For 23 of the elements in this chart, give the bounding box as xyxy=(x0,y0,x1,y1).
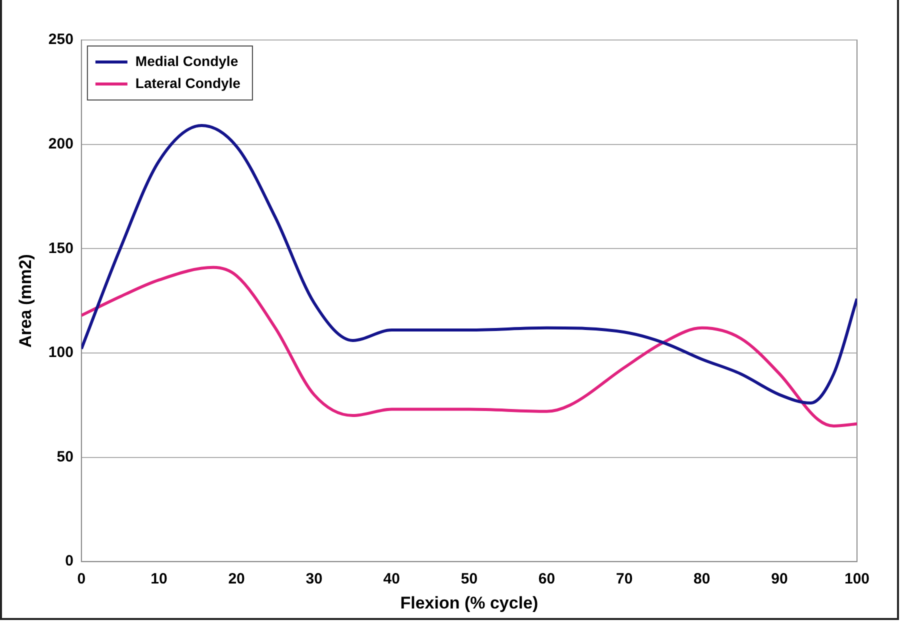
x-tick-label: 0 xyxy=(77,570,86,588)
x-tick-label: 30 xyxy=(306,570,322,588)
x-tick-label: 10 xyxy=(150,570,168,588)
x-tick-label: 70 xyxy=(616,570,633,588)
y-tick-label: 50 xyxy=(56,448,74,466)
y-tick-label: 0 xyxy=(65,552,74,570)
x-tick-label: 50 xyxy=(460,570,478,588)
line-series xyxy=(81,124,857,405)
y-tick-label: 150 xyxy=(48,240,74,257)
y-axis-title: Area (mm2) xyxy=(16,254,35,348)
x-tick-label: 60 xyxy=(538,570,556,588)
x-tick-label: 80 xyxy=(694,570,710,588)
y-tick-label: 250 xyxy=(48,31,74,48)
x-tick-label: 90 xyxy=(771,570,788,588)
line-series xyxy=(81,266,857,428)
legend-label: Medial Condyle xyxy=(135,52,238,69)
y-tick-label: 200 xyxy=(48,135,74,152)
legend-label: Lateral Condyle xyxy=(135,74,241,91)
x-axis-title: Flexion (% cycle) xyxy=(400,593,538,612)
y-tick-label: 100 xyxy=(48,344,74,362)
x-tick-label: 20 xyxy=(228,570,245,588)
x-tick-label: 40 xyxy=(383,570,400,588)
x-tick-label: 100 xyxy=(844,570,870,588)
